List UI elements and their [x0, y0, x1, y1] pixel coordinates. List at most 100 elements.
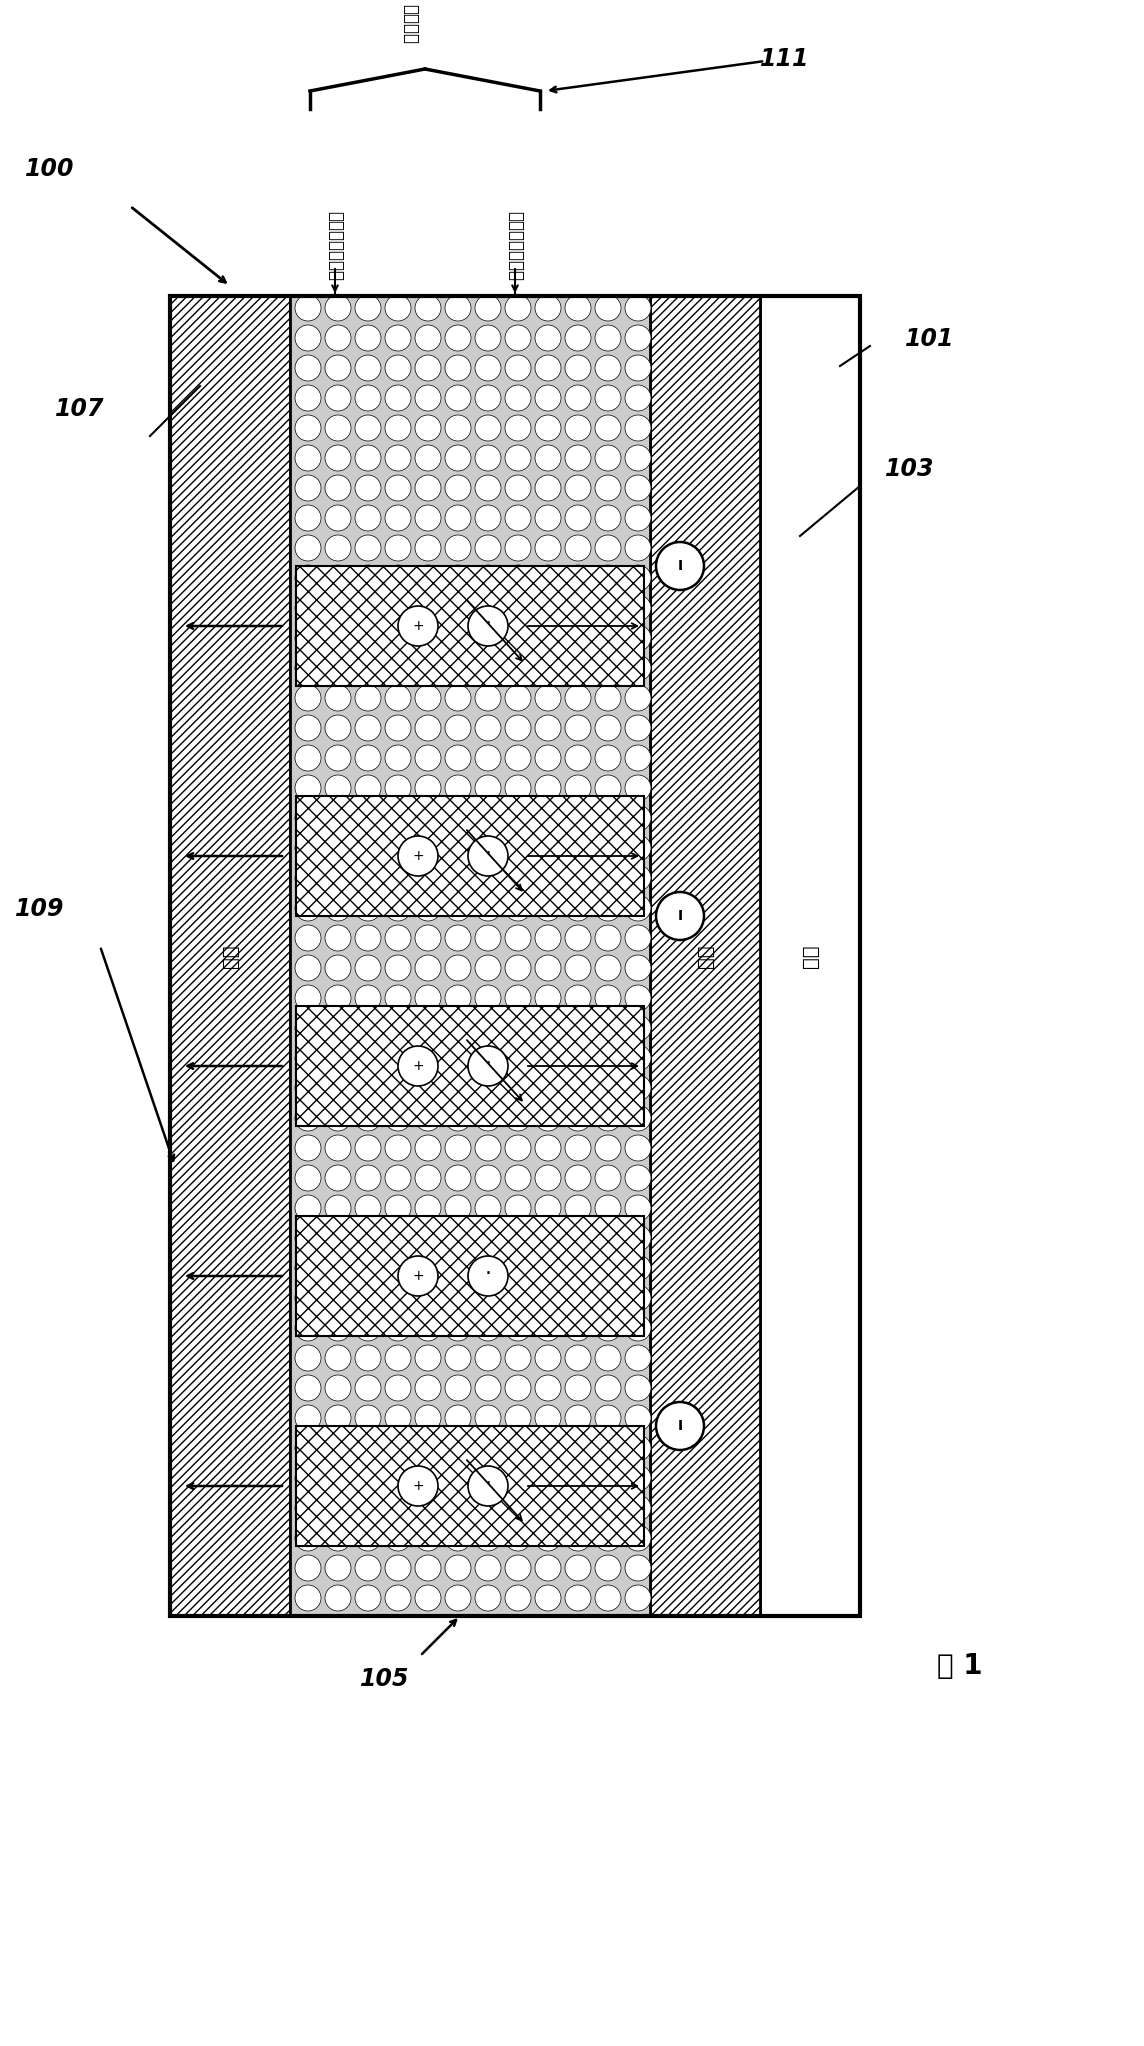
Circle shape: [475, 685, 501, 712]
Circle shape: [295, 1465, 321, 1492]
Circle shape: [415, 1375, 440, 1402]
Circle shape: [355, 534, 381, 561]
Circle shape: [505, 356, 531, 381]
Circle shape: [625, 1254, 651, 1281]
Circle shape: [295, 1586, 321, 1610]
Circle shape: [415, 1524, 440, 1551]
Circle shape: [505, 1434, 531, 1461]
Circle shape: [565, 505, 591, 532]
Bar: [296, 796, 644, 917]
Circle shape: [565, 415, 591, 442]
Circle shape: [565, 685, 591, 712]
Circle shape: [386, 1434, 411, 1461]
Circle shape: [505, 595, 531, 622]
Circle shape: [535, 865, 561, 890]
Circle shape: [295, 1254, 321, 1281]
Circle shape: [295, 1136, 321, 1160]
Circle shape: [595, 1586, 621, 1610]
Circle shape: [386, 505, 411, 532]
Circle shape: [595, 655, 621, 681]
Circle shape: [386, 295, 411, 321]
Circle shape: [386, 1524, 411, 1551]
Circle shape: [386, 356, 411, 381]
Circle shape: [445, 1226, 471, 1250]
Circle shape: [625, 624, 651, 651]
Circle shape: [535, 1046, 561, 1070]
Circle shape: [325, 865, 351, 890]
Circle shape: [445, 775, 471, 800]
Text: +: +: [412, 1269, 423, 1283]
Circle shape: [505, 894, 531, 921]
Circle shape: [475, 1164, 501, 1191]
Circle shape: [475, 1254, 501, 1281]
Circle shape: [445, 325, 471, 352]
Circle shape: [565, 595, 591, 622]
Circle shape: [625, 1555, 651, 1582]
Text: 纳米结构化材料: 纳米结构化材料: [326, 211, 344, 280]
Circle shape: [535, 1344, 561, 1371]
Circle shape: [386, 1586, 411, 1610]
Circle shape: [355, 925, 381, 951]
Circle shape: [445, 385, 471, 411]
Circle shape: [625, 1105, 651, 1131]
Circle shape: [325, 565, 351, 591]
Circle shape: [625, 1074, 651, 1101]
Circle shape: [595, 955, 621, 980]
Circle shape: [386, 1136, 411, 1160]
Circle shape: [445, 685, 471, 712]
Circle shape: [445, 714, 471, 741]
Circle shape: [475, 1226, 501, 1250]
Circle shape: [625, 505, 651, 532]
Circle shape: [386, 444, 411, 471]
Circle shape: [505, 385, 531, 411]
Circle shape: [355, 655, 381, 681]
Text: 混合区域: 混合区域: [402, 4, 419, 45]
Circle shape: [445, 1555, 471, 1582]
Circle shape: [355, 624, 381, 651]
Circle shape: [355, 356, 381, 381]
Circle shape: [656, 892, 704, 939]
Circle shape: [595, 1375, 621, 1402]
Circle shape: [355, 1555, 381, 1582]
Circle shape: [415, 295, 440, 321]
Text: 纳米结构化材料: 纳米结构化材料: [506, 211, 524, 280]
Circle shape: [445, 1524, 471, 1551]
Text: 100: 100: [25, 158, 74, 180]
Bar: [296, 1007, 644, 1125]
Circle shape: [565, 1015, 591, 1041]
Circle shape: [505, 415, 531, 442]
Circle shape: [415, 1105, 440, 1131]
Circle shape: [355, 325, 381, 352]
Text: +: +: [412, 620, 423, 632]
Circle shape: [595, 835, 621, 861]
Circle shape: [565, 1375, 591, 1402]
Circle shape: [445, 1074, 471, 1101]
Circle shape: [355, 1074, 381, 1101]
Circle shape: [415, 1164, 440, 1191]
Circle shape: [475, 775, 501, 800]
Circle shape: [415, 1496, 440, 1520]
Circle shape: [475, 1316, 501, 1340]
Circle shape: [565, 325, 591, 352]
Text: 101: 101: [905, 327, 954, 352]
Circle shape: [505, 984, 531, 1011]
Circle shape: [415, 1046, 440, 1070]
Circle shape: [505, 955, 531, 980]
Circle shape: [565, 955, 591, 980]
Text: 衬底: 衬底: [801, 945, 819, 968]
Circle shape: [415, 1434, 440, 1461]
Circle shape: [415, 1226, 440, 1250]
Circle shape: [625, 685, 651, 712]
Circle shape: [535, 1586, 561, 1610]
Circle shape: [355, 714, 381, 741]
Circle shape: [505, 865, 531, 890]
Circle shape: [565, 356, 591, 381]
Circle shape: [325, 356, 351, 381]
Circle shape: [535, 775, 561, 800]
Circle shape: [355, 745, 381, 771]
Circle shape: [325, 1195, 351, 1221]
Circle shape: [445, 1015, 471, 1041]
Circle shape: [355, 685, 381, 712]
Circle shape: [625, 835, 651, 861]
Circle shape: [445, 1164, 471, 1191]
